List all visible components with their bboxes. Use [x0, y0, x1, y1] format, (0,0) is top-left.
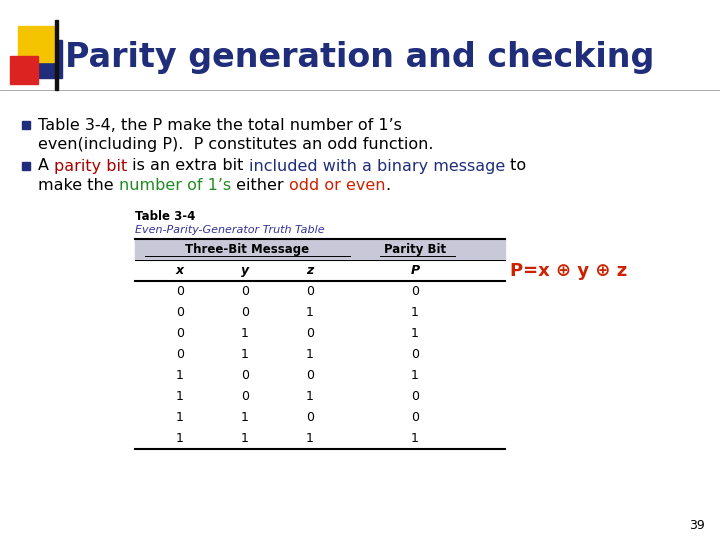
- Text: 1: 1: [306, 348, 314, 361]
- Text: Three-Bit Message: Three-Bit Message: [185, 243, 309, 256]
- Text: Even-Parity-Generator Truth Table: Even-Parity-Generator Truth Table: [135, 225, 325, 235]
- Text: 1: 1: [411, 369, 419, 382]
- Text: 0: 0: [411, 285, 419, 298]
- Text: P: P: [410, 264, 420, 277]
- Text: 1: 1: [176, 411, 184, 424]
- Text: Parity generation and checking: Parity generation and checking: [65, 40, 654, 73]
- Text: z: z: [307, 264, 314, 277]
- Text: 0: 0: [176, 285, 184, 298]
- Text: included with a binary message: included with a binary message: [249, 159, 505, 173]
- Text: 0: 0: [411, 390, 419, 403]
- Text: .: .: [385, 179, 390, 193]
- Text: 0: 0: [411, 348, 419, 361]
- Text: 0: 0: [241, 369, 249, 382]
- Text: make the: make the: [38, 179, 119, 193]
- Text: y: y: [241, 264, 249, 277]
- Text: 1: 1: [306, 432, 314, 445]
- Text: 0: 0: [306, 285, 314, 298]
- Text: 0: 0: [306, 369, 314, 382]
- Text: is an extra bit: is an extra bit: [127, 159, 249, 173]
- Text: P=x ⊕ y ⊕ z: P=x ⊕ y ⊕ z: [510, 261, 627, 280]
- Text: 0: 0: [176, 348, 184, 361]
- Bar: [22, 162, 30, 170]
- Text: to: to: [505, 159, 526, 173]
- Text: 1: 1: [411, 432, 419, 445]
- Text: 1: 1: [241, 411, 249, 424]
- Text: 1: 1: [241, 348, 249, 361]
- Text: 0: 0: [411, 411, 419, 424]
- Text: 1: 1: [411, 327, 419, 340]
- Bar: [22, 121, 30, 129]
- Text: odd or even: odd or even: [289, 179, 385, 193]
- Text: 1: 1: [306, 390, 314, 403]
- Text: either: either: [231, 179, 289, 193]
- Text: A: A: [38, 159, 54, 173]
- Text: 0: 0: [306, 327, 314, 340]
- Text: Parity Bit: Parity Bit: [384, 243, 446, 256]
- Text: number of 1’s: number of 1’s: [119, 179, 231, 193]
- Bar: [135, 239, 505, 260]
- Text: 1: 1: [241, 432, 249, 445]
- Text: Table 3-4, the P make the total number of 1’s: Table 3-4, the P make the total number o…: [38, 118, 402, 132]
- Text: 0: 0: [176, 306, 184, 319]
- Text: 0: 0: [176, 327, 184, 340]
- Text: 1: 1: [411, 306, 419, 319]
- Text: 0: 0: [306, 411, 314, 424]
- Text: 0: 0: [241, 285, 249, 298]
- Text: 1: 1: [306, 306, 314, 319]
- Text: 1: 1: [241, 327, 249, 340]
- Text: x: x: [176, 264, 184, 277]
- Text: 1: 1: [176, 369, 184, 382]
- Text: parity bit: parity bit: [54, 159, 127, 173]
- Text: 0: 0: [241, 306, 249, 319]
- Text: 39: 39: [689, 519, 705, 532]
- Text: 1: 1: [176, 432, 184, 445]
- Bar: [18, 26, 54, 62]
- Text: 1: 1: [176, 390, 184, 403]
- Bar: [30, 40, 62, 78]
- Bar: [55, 20, 58, 90]
- Text: Table 3-4: Table 3-4: [135, 210, 195, 223]
- Bar: [10, 56, 38, 84]
- Text: even(including P).  P constitutes an odd function.: even(including P). P constitutes an odd …: [38, 138, 433, 152]
- Text: 0: 0: [241, 390, 249, 403]
